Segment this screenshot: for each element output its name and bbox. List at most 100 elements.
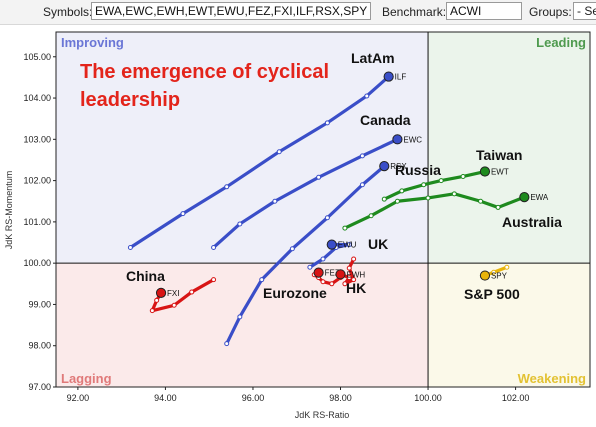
callout-australia: Australia — [502, 214, 562, 230]
y-tick-label: 97.00 — [28, 382, 51, 392]
quadrant-label-improving: Improving — [61, 35, 124, 50]
tail-point — [320, 279, 326, 285]
head-ewu[interactable] — [326, 239, 337, 250]
series-ewt: EWT — [381, 166, 509, 202]
symbol-label-spy: SPY — [491, 272, 508, 281]
tail-point — [460, 173, 466, 179]
tail-point — [259, 277, 265, 283]
callout-taiwan: Taiwan — [476, 147, 522, 163]
tail-point — [346, 242, 352, 248]
quadrant-label-weakening: Weakening — [518, 371, 586, 386]
symbol-label-ewt: EWT — [491, 168, 509, 177]
tail-point — [154, 297, 160, 303]
quadrant-label-lagging: Lagging — [61, 371, 112, 386]
tail-point — [359, 153, 365, 159]
head-ewc[interactable] — [392, 134, 403, 145]
groups-select[interactable]: - Se — [573, 2, 596, 20]
tail-ewt — [382, 169, 487, 201]
tail-point — [211, 277, 217, 283]
y-tick-label: 100.00 — [23, 258, 51, 268]
head-ewa[interactable] — [519, 192, 530, 203]
symbol-label-ewh: EWH — [347, 270, 366, 279]
tail-point — [324, 120, 330, 126]
head-ewh[interactable] — [335, 269, 346, 280]
tail-point — [237, 314, 243, 320]
tail-point — [394, 198, 400, 204]
tail-point — [399, 188, 405, 194]
quadrant-weakening — [428, 263, 590, 387]
x-tick-label: 100.00 — [414, 393, 442, 403]
series-ewh: EWH — [335, 256, 366, 287]
tail-point — [368, 213, 374, 219]
benchmark-input[interactable] — [446, 2, 522, 20]
series-fxi: FXI — [149, 277, 217, 314]
benchmark-label: Benchmark: — [382, 5, 447, 19]
series-ewa: EWA — [342, 191, 549, 231]
quadrant-leading — [428, 32, 590, 264]
y-tick-label: 99.00 — [28, 299, 51, 309]
groups-label: Groups: — [529, 5, 572, 19]
x-tick-label: 92.00 — [67, 393, 90, 403]
symbols-input[interactable] — [91, 2, 371, 20]
y-tick-label: 105.00 — [23, 52, 51, 62]
tail-point — [316, 174, 322, 180]
tail-ewc — [211, 137, 400, 250]
tail-point — [478, 198, 484, 204]
series-rsx: RSX — [224, 161, 407, 347]
callout-canada: Canada — [360, 112, 411, 128]
tail-point — [224, 184, 230, 190]
head-ilf[interactable] — [383, 71, 394, 82]
tail-point — [272, 198, 278, 204]
tail-point — [421, 182, 427, 188]
tail-point — [329, 281, 335, 287]
series-fez: FEZ — [311, 267, 344, 287]
tail-point — [307, 264, 313, 270]
tail-point — [211, 244, 217, 250]
tail-point — [346, 265, 352, 271]
tail-point — [491, 269, 497, 275]
tail-point — [171, 302, 177, 308]
chart-title-line1: The emergence of cyclical — [80, 61, 329, 83]
symbol-label-ilf: ILF — [395, 73, 407, 82]
y-tick-label: 103.00 — [23, 134, 51, 144]
callout-uk: UK — [368, 236, 388, 252]
x-tick-label: 98.00 — [329, 393, 352, 403]
y-tick-label: 98.00 — [28, 341, 51, 351]
tail-ewa — [343, 192, 526, 230]
tail-point — [451, 191, 457, 197]
y-tick-label: 102.00 — [23, 176, 51, 186]
head-fxi[interactable] — [155, 287, 167, 298]
callout-latam: LatAm — [351, 50, 395, 66]
tail-point — [324, 215, 330, 221]
tail-point — [438, 178, 444, 184]
tail-point — [180, 211, 186, 217]
tail-point — [320, 256, 326, 262]
y-axis-title: JdK RS-Momentum — [4, 171, 14, 250]
callout-hk: HK — [346, 280, 366, 296]
quadrant-lagging — [56, 263, 429, 387]
symbol-label-fez: FEZ — [325, 269, 340, 278]
quadrant-label-leading: Leading — [536, 35, 586, 50]
x-tick-label: 102.00 — [502, 393, 530, 403]
settings-toolbar: Symbols: Benchmark: Groups: - Se — [0, 0, 596, 25]
symbol-label-fxi: FXI — [167, 289, 179, 298]
plot-frame — [55, 31, 591, 388]
tail-point — [351, 256, 357, 262]
tail-point — [381, 196, 387, 202]
tail-point — [289, 246, 295, 252]
head-fez[interactable] — [313, 267, 324, 278]
head-spy[interactable] — [479, 270, 491, 281]
tail-point — [276, 149, 282, 155]
tail-point — [342, 225, 348, 231]
x-axis-title: JdK RS-Ratio — [295, 410, 350, 420]
chart-title-line2: leadership — [80, 89, 180, 111]
tail-point — [495, 204, 501, 210]
head-ewt[interactable] — [479, 166, 491, 177]
symbol-label-ewc: EWC — [403, 135, 422, 144]
callout-sp500: S&P 500 — [464, 286, 520, 302]
series-ilf: ILF — [127, 71, 407, 250]
x-tick-label: 96.00 — [242, 393, 265, 403]
tail-point — [189, 289, 195, 295]
head-rsx[interactable] — [379, 161, 390, 172]
